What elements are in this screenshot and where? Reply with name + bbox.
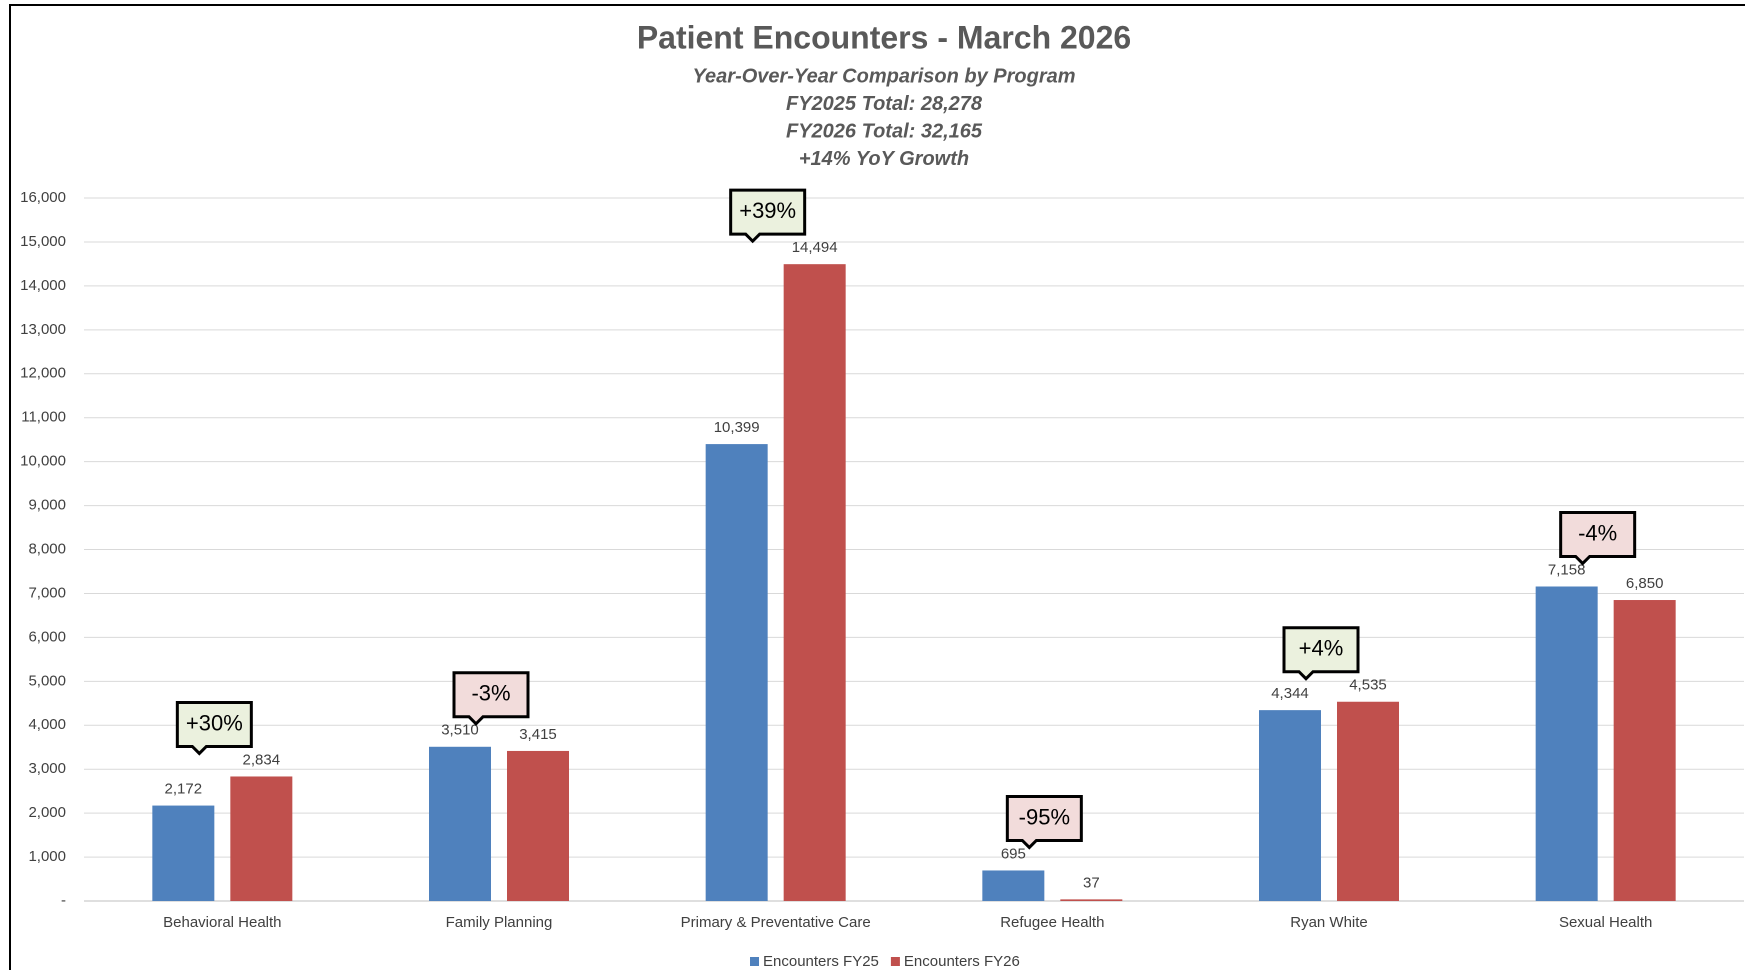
bar <box>783 264 846 901</box>
x-tick-label: Sexual Health <box>1559 914 1652 931</box>
subtitle: FY2025 Total: 28,278 <box>786 93 983 115</box>
value-label: 2,172 <box>165 781 203 798</box>
bar <box>705 444 768 901</box>
y-tick-label: 2,000 <box>28 804 66 821</box>
annotation: +4% <box>1299 636 1344 661</box>
chart-frame <box>9 4 1745 970</box>
bar <box>507 750 569 901</box>
bar <box>429 746 491 901</box>
value-label: 3,415 <box>519 726 557 743</box>
y-tick-label: 3,000 <box>28 760 66 777</box>
y-tick-label: - <box>61 892 66 909</box>
value-label: 4,535 <box>1349 677 1387 694</box>
x-tick-label: Primary & Preventative Care <box>681 914 871 931</box>
bar <box>1337 701 1399 901</box>
y-tick-label: 10,000 <box>20 453 66 470</box>
x-tick-label: Ryan White <box>1290 914 1368 931</box>
value-label: 14,494 <box>792 239 838 256</box>
y-tick-label: 15,000 <box>20 233 66 250</box>
y-tick-label: 13,000 <box>20 321 66 338</box>
y-tick-label: 16,000 <box>20 189 66 206</box>
value-label: 3,510 <box>441 722 479 739</box>
bar <box>982 870 1045 901</box>
y-tick-label: 5,000 <box>28 672 66 689</box>
y-tick-label: 8,000 <box>28 540 66 557</box>
value-label: 695 <box>1001 845 1026 862</box>
value-label: 10,399 <box>714 419 760 436</box>
annotation-callout <box>1282 626 1360 681</box>
annotation: -4% <box>1578 520 1617 545</box>
value-label: 4,344 <box>1271 685 1309 702</box>
bar <box>230 776 293 901</box>
annotation-callout <box>1559 510 1637 566</box>
subtitle: FY2026 Total: 32,165 <box>786 120 983 142</box>
y-tick-label: 9,000 <box>28 497 66 514</box>
chart-title: Patient Encounters - March 2026 <box>637 19 1131 55</box>
y-tick-label: 6,000 <box>28 628 66 645</box>
subtitle: +14% YoY Growth <box>799 148 969 170</box>
x-tick-label: Refugee Health <box>1000 914 1104 931</box>
y-tick-label: 14,000 <box>20 277 66 294</box>
x-tick-label: Family Planning <box>446 914 553 931</box>
y-tick-label: 11,000 <box>21 409 66 426</box>
value-label: 6,850 <box>1626 575 1664 592</box>
x-tick-label: Behavioral Health <box>163 914 281 931</box>
annotation: -95% <box>1019 804 1070 829</box>
legend-swatch <box>890 957 900 966</box>
annotation-callout <box>729 188 807 244</box>
value-label: 37 <box>1083 874 1100 891</box>
annotation-callout <box>1005 794 1083 850</box>
annotation: +30% <box>186 710 243 735</box>
annotation: +39% <box>739 198 796 223</box>
legend-swatch <box>750 957 759 966</box>
bar <box>1535 586 1598 901</box>
annotation-callout <box>175 700 253 756</box>
value-label: 7,158 <box>1548 561 1586 578</box>
y-tick-label: 4,000 <box>28 716 66 733</box>
bar <box>1060 899 1123 901</box>
annotation: -3% <box>471 681 510 706</box>
annotation-callout <box>452 671 530 726</box>
bar <box>1613 600 1676 901</box>
bar <box>1259 710 1321 901</box>
legend-label: Encounters FY26 <box>904 953 1020 970</box>
y-tick-label: 12,000 <box>20 365 66 382</box>
bar <box>152 805 215 901</box>
y-tick-label: 7,000 <box>28 584 66 601</box>
y-tick-label: 1,000 <box>28 848 66 865</box>
legend-label: Encounters FY25 <box>763 953 879 970</box>
value-label: 2,834 <box>243 751 281 768</box>
subtitle: Year-Over-Year Comparison by Program <box>692 65 1075 87</box>
